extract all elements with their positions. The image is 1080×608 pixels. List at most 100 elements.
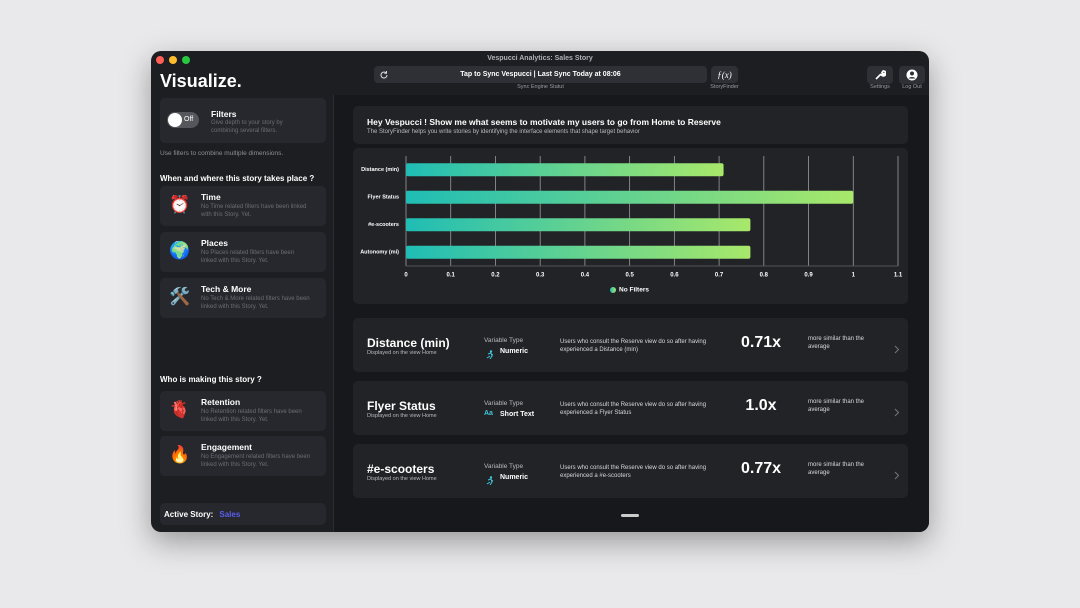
sync-text: Tap to Sync Vespucci | Last Sync Today a… [460, 71, 621, 78]
card-title: Flyer Status [367, 399, 436, 413]
settings-button[interactable] [867, 66, 893, 84]
card-subtitle: Displayed on the view Home [367, 350, 437, 356]
category-description: No Places related filters have been link… [201, 250, 295, 264]
bar [406, 190, 854, 204]
x-tick-label: 0.5 [625, 273, 634, 279]
close-button[interactable] [156, 56, 164, 64]
y-tick-label: #e-scooters [368, 222, 399, 228]
storyfinder-caption: StoryFinder [710, 84, 739, 90]
card-subtitle: Displayed on the view Home [367, 413, 437, 419]
card-title: Distance (min) [367, 336, 450, 350]
category-description: No Tech & More related filters have been… [201, 296, 310, 310]
category-icon: 🔥 [169, 445, 191, 465]
chevron [894, 467, 900, 480]
filters-card: Off Filters Give depth to your story by … [160, 98, 326, 143]
filter-category[interactable]: 🛠️ Tech & More No Tech & More related filt… [160, 278, 326, 318]
category-description: No Engagement related filters have been … [201, 454, 311, 468]
category-title: Time [201, 192, 221, 202]
category-icon: 🛠️ [169, 287, 191, 307]
x-tick-label: 0.6 [670, 273, 679, 279]
similarity-value: 0.71x [740, 334, 782, 351]
category-description: No Time related filters have been linked… [201, 204, 307, 218]
filter-category[interactable]: 🫀 Retention No Retention related filters h… [160, 391, 326, 431]
storyfinder-icon: ƒ(x) [717, 69, 732, 80]
section-where: When and where this story takes place ? [160, 174, 315, 183]
y-tick-label: Flyer Status [368, 195, 399, 201]
category-title: Places [201, 238, 228, 248]
category-icon: ⏰ [169, 195, 191, 215]
page-indicator[interactable] [621, 514, 639, 517]
sidebar-title: Visualize. [160, 71, 242, 91]
chevron [894, 404, 900, 417]
logout-caption: Log Out [902, 84, 922, 90]
category-title: Tech & More [201, 284, 252, 294]
type-value: Short Text [500, 411, 535, 418]
type-label: Variable Type [484, 463, 524, 470]
similarity-value: 1.0x [745, 397, 777, 414]
card-description: Users who consult the Reserve view do so… [560, 339, 707, 353]
filter-category[interactable]: 🌍 Places No Places related filters have be… [160, 232, 326, 272]
sync-button[interactable]: Tap to Sync Vespucci | Last Sync Today a… [374, 66, 707, 83]
toggle-state: Off [184, 116, 194, 123]
x-tick-label: 0.8 [760, 273, 769, 279]
similarity-value: 0.77x [740, 460, 782, 477]
filters-toggle[interactable]: Off [167, 112, 199, 128]
y-tick-label: Distance (min) [361, 167, 399, 173]
type-icon: Aa [484, 410, 493, 417]
card-subtitle: Displayed on the view Home [367, 476, 437, 482]
x-tick-label: 0.1 [447, 273, 456, 279]
user-icon [906, 69, 918, 81]
filter-category[interactable]: ⏰ Time No Time related filters have been l… [160, 186, 326, 226]
category-title: Retention [201, 397, 241, 407]
category-description: No Retention related filters have been l… [201, 409, 302, 423]
card-description: Users who consult the Reserve view do so… [560, 465, 707, 479]
filter-category[interactable]: 🔥 Engagement No Engagement related filters… [160, 436, 326, 476]
insight-card[interactable]: Flyer Status Displayed on the view Home Va… [353, 381, 908, 435]
logout-button[interactable] [899, 66, 925, 84]
minimize-button[interactable] [169, 56, 177, 64]
chevron [894, 341, 900, 354]
header-panel: Hey Vespucci ! Show me what seems to mot… [353, 106, 908, 144]
x-tick-label: 0.7 [715, 273, 724, 279]
filters-label: Filters [211, 109, 237, 119]
window-title: Vespucci Analytics: Sales Story [487, 55, 593, 62]
header-title: Hey Vespucci ! Show me what seems to mot… [367, 117, 721, 127]
card-description: Users who consult the Reserve view do so… [560, 402, 707, 416]
chart: 0 0.1 0.2 0.3 0.4 0.5 0.6 0.7 0.8 0.9 1 1.1 Distance… [360, 156, 903, 294]
zoom-button[interactable] [182, 56, 190, 64]
x-tick-label: 0 [404, 273, 408, 279]
window: Vespucci Analytics: Sales Story Visualiz… [151, 51, 929, 532]
filters-description: Give depth to your story by combining se… [211, 120, 283, 134]
legend-marker [610, 287, 616, 293]
bar [406, 163, 724, 177]
storyfinder-button[interactable]: ƒ(x) [711, 66, 738, 83]
type-icon [486, 472, 494, 486]
insight-card[interactable]: #e-scooters Displayed on the view Home Var… [353, 444, 908, 498]
type-label: Variable Type [484, 337, 524, 344]
category-icon: 🫀 [169, 400, 191, 420]
legend-label: No Filters [619, 287, 649, 294]
insight-card[interactable]: Distance (min) Displayed on the view Home… [353, 318, 908, 372]
type-label: Variable Type [484, 400, 524, 407]
x-tick-label: 0.2 [491, 273, 500, 279]
type-value: Numeric [500, 348, 529, 355]
section-who: Who is making this story ? [160, 375, 262, 384]
active-story-value[interactable]: Sales [219, 509, 241, 519]
settings-caption: Settings [870, 84, 890, 90]
x-tick-label: 0.4 [581, 273, 590, 279]
comparison-text: more similar than the average [808, 399, 865, 413]
type-icon [486, 346, 494, 360]
type-value: Numeric [500, 474, 529, 481]
x-tick-label: 1.1 [894, 273, 903, 279]
x-tick-label: 0.9 [804, 273, 813, 279]
card-title: #e-scooters [367, 462, 435, 476]
filters-hint: Use filters to combine multiple dimensio… [160, 150, 284, 157]
category-icon: 🌍 [169, 241, 191, 261]
refresh-icon [380, 71, 388, 79]
active-story: Active Story: Sales [160, 503, 326, 525]
bar [406, 218, 751, 232]
y-tick-label: Autonomy (mi) [360, 250, 399, 256]
x-tick-label: 1 [852, 273, 856, 279]
x-tick-label: 0.3 [536, 273, 545, 279]
